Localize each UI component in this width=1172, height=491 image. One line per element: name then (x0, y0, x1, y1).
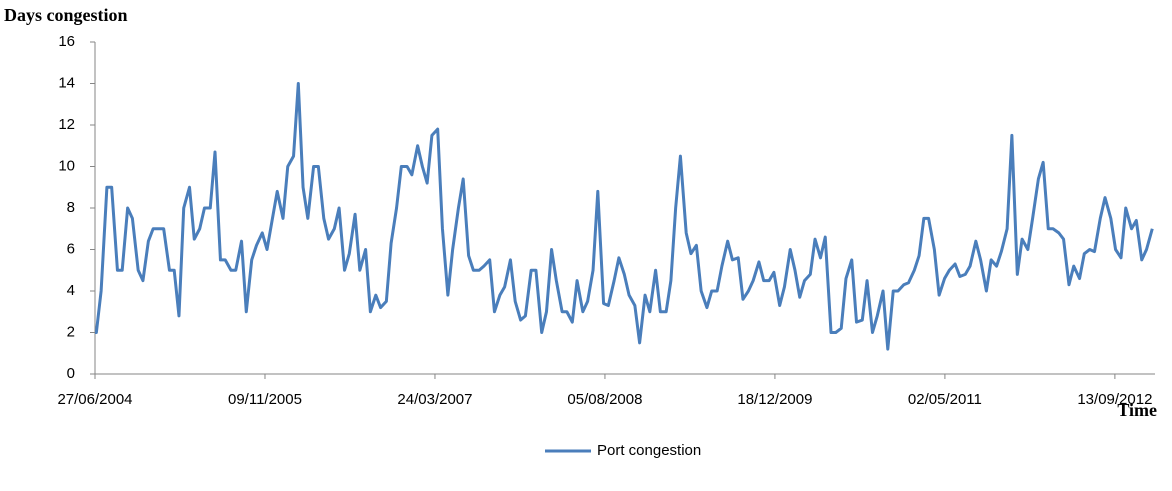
y-tick-label: 8 (67, 199, 75, 216)
y-tick-label: 14 (58, 74, 75, 91)
x-tick-label: 09/11/2005 (228, 391, 302, 408)
y-tick-label: 0 (67, 365, 75, 382)
x-axis-title: Time (1117, 400, 1157, 420)
x-tick-label: 27/06/2004 (57, 391, 132, 408)
x-tick-label: 02/05/2011 (908, 391, 982, 408)
line-series (94, 82, 1154, 351)
y-axis-title: Days congestion (4, 5, 128, 25)
y-tick-label: 6 (67, 240, 75, 257)
x-tick-label: 18/12/2009 (737, 391, 812, 408)
y-tick-label: 16 (58, 33, 75, 50)
y-tick-label: 10 (58, 157, 75, 174)
y-tick-label: 12 (58, 116, 75, 133)
y-tick-label: 4 (67, 282, 75, 299)
legend-label: Port congestion (597, 442, 701, 459)
x-tick-label: 24/03/2007 (397, 391, 472, 408)
x-tick-label: 13/09/2012 (1077, 391, 1152, 408)
y-tick-label: 2 (67, 323, 75, 340)
x-tick-label: 05/08/2008 (567, 391, 642, 408)
